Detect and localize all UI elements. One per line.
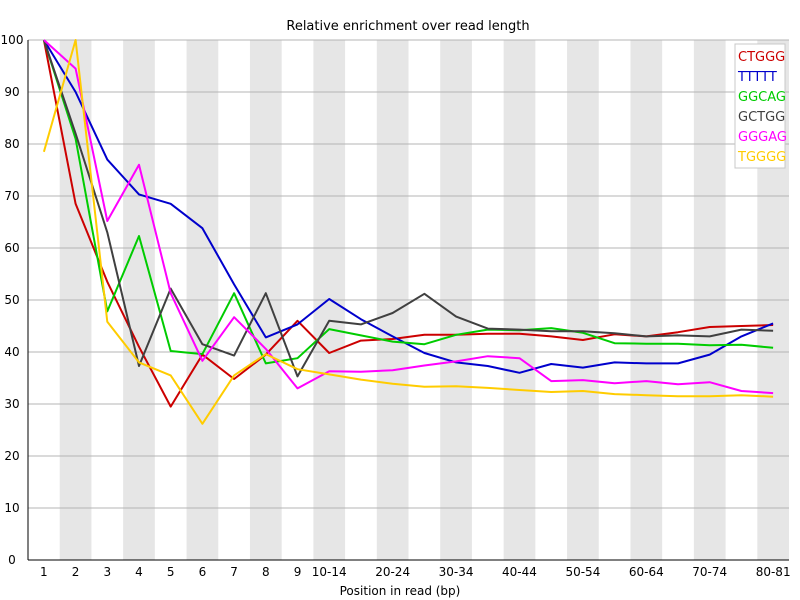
- x-tick-label: 8: [262, 565, 270, 579]
- x-tick-label: 10-14: [312, 565, 347, 579]
- legend-entry: TTTTT: [737, 70, 777, 85]
- legend-entry: TGGGG: [737, 150, 786, 165]
- chart-title: Relative enrichment over read length: [286, 19, 529, 34]
- y-tick-label: 80: [4, 137, 19, 151]
- series-line-ggcag: [42, 39, 774, 365]
- x-tick-label: 4: [135, 565, 143, 579]
- x-tick-label: 70-74: [692, 565, 727, 579]
- legend-entry: CTGGG: [738, 50, 785, 65]
- x-tick-label: 20-24: [375, 565, 410, 579]
- legend-entry: GGGAG: [738, 130, 787, 145]
- y-tick-label: 70: [4, 189, 19, 203]
- x-tick-label: 3: [103, 565, 111, 579]
- x-tick-label: 30-34: [439, 565, 474, 579]
- x-tick-labels: 1 2 3 4 5 6 7 8 9 10-14 20-24 30-34 40-44 50-54 60-64 7…: [40, 565, 791, 579]
- x-tick-label: 5: [167, 565, 175, 579]
- y-tick-label: 10: [4, 501, 19, 515]
- x-tick-label: 7: [230, 565, 238, 579]
- horizontal-gridlines: [28, 39, 789, 509]
- y-tick-labels: 0 10 20 30 40 50 60 70 80 90 100: [1, 33, 24, 567]
- x-tick-label: 2: [72, 565, 80, 579]
- axes: [27, 40, 789, 561]
- x-tick-label: 60-64: [629, 565, 664, 579]
- x-axis-label: Position in read (bp): [340, 584, 461, 598]
- legend-entry: GCTGG: [738, 110, 785, 125]
- x-tick-label: 40-44: [502, 565, 537, 579]
- y-tick-label: 60: [4, 241, 19, 255]
- y-tick-label: 100: [1, 33, 24, 47]
- y-tick-label: 90: [4, 85, 19, 99]
- series-line-tgggg: [42, 39, 774, 425]
- x-tick-label: 6: [199, 565, 207, 579]
- series-line-ttttt: [43, 39, 774, 374]
- y-tick-label: 20: [4, 449, 19, 463]
- x-tick-label: 9: [294, 565, 302, 579]
- series-line-gggag: [43, 39, 774, 395]
- x-tick-label: 1: [40, 565, 48, 579]
- series-line-gctgg: [42, 39, 774, 378]
- y-tick-label: 30: [4, 397, 19, 411]
- y-tick-label: 40: [4, 345, 19, 359]
- legend: CTGGG TTTTT GGCAG GCTGG GGGAG TGGGG: [734, 43, 787, 169]
- x-tick-label: 80-81: [756, 565, 791, 579]
- x-tick-label: 50-54: [565, 565, 600, 579]
- y-tick-label: 50: [4, 293, 19, 307]
- legend-entry: GGCAG: [738, 90, 786, 105]
- series-lines: [42, 39, 774, 425]
- y-tick-label: 0: [8, 553, 16, 567]
- legend-box: [734, 43, 786, 169]
